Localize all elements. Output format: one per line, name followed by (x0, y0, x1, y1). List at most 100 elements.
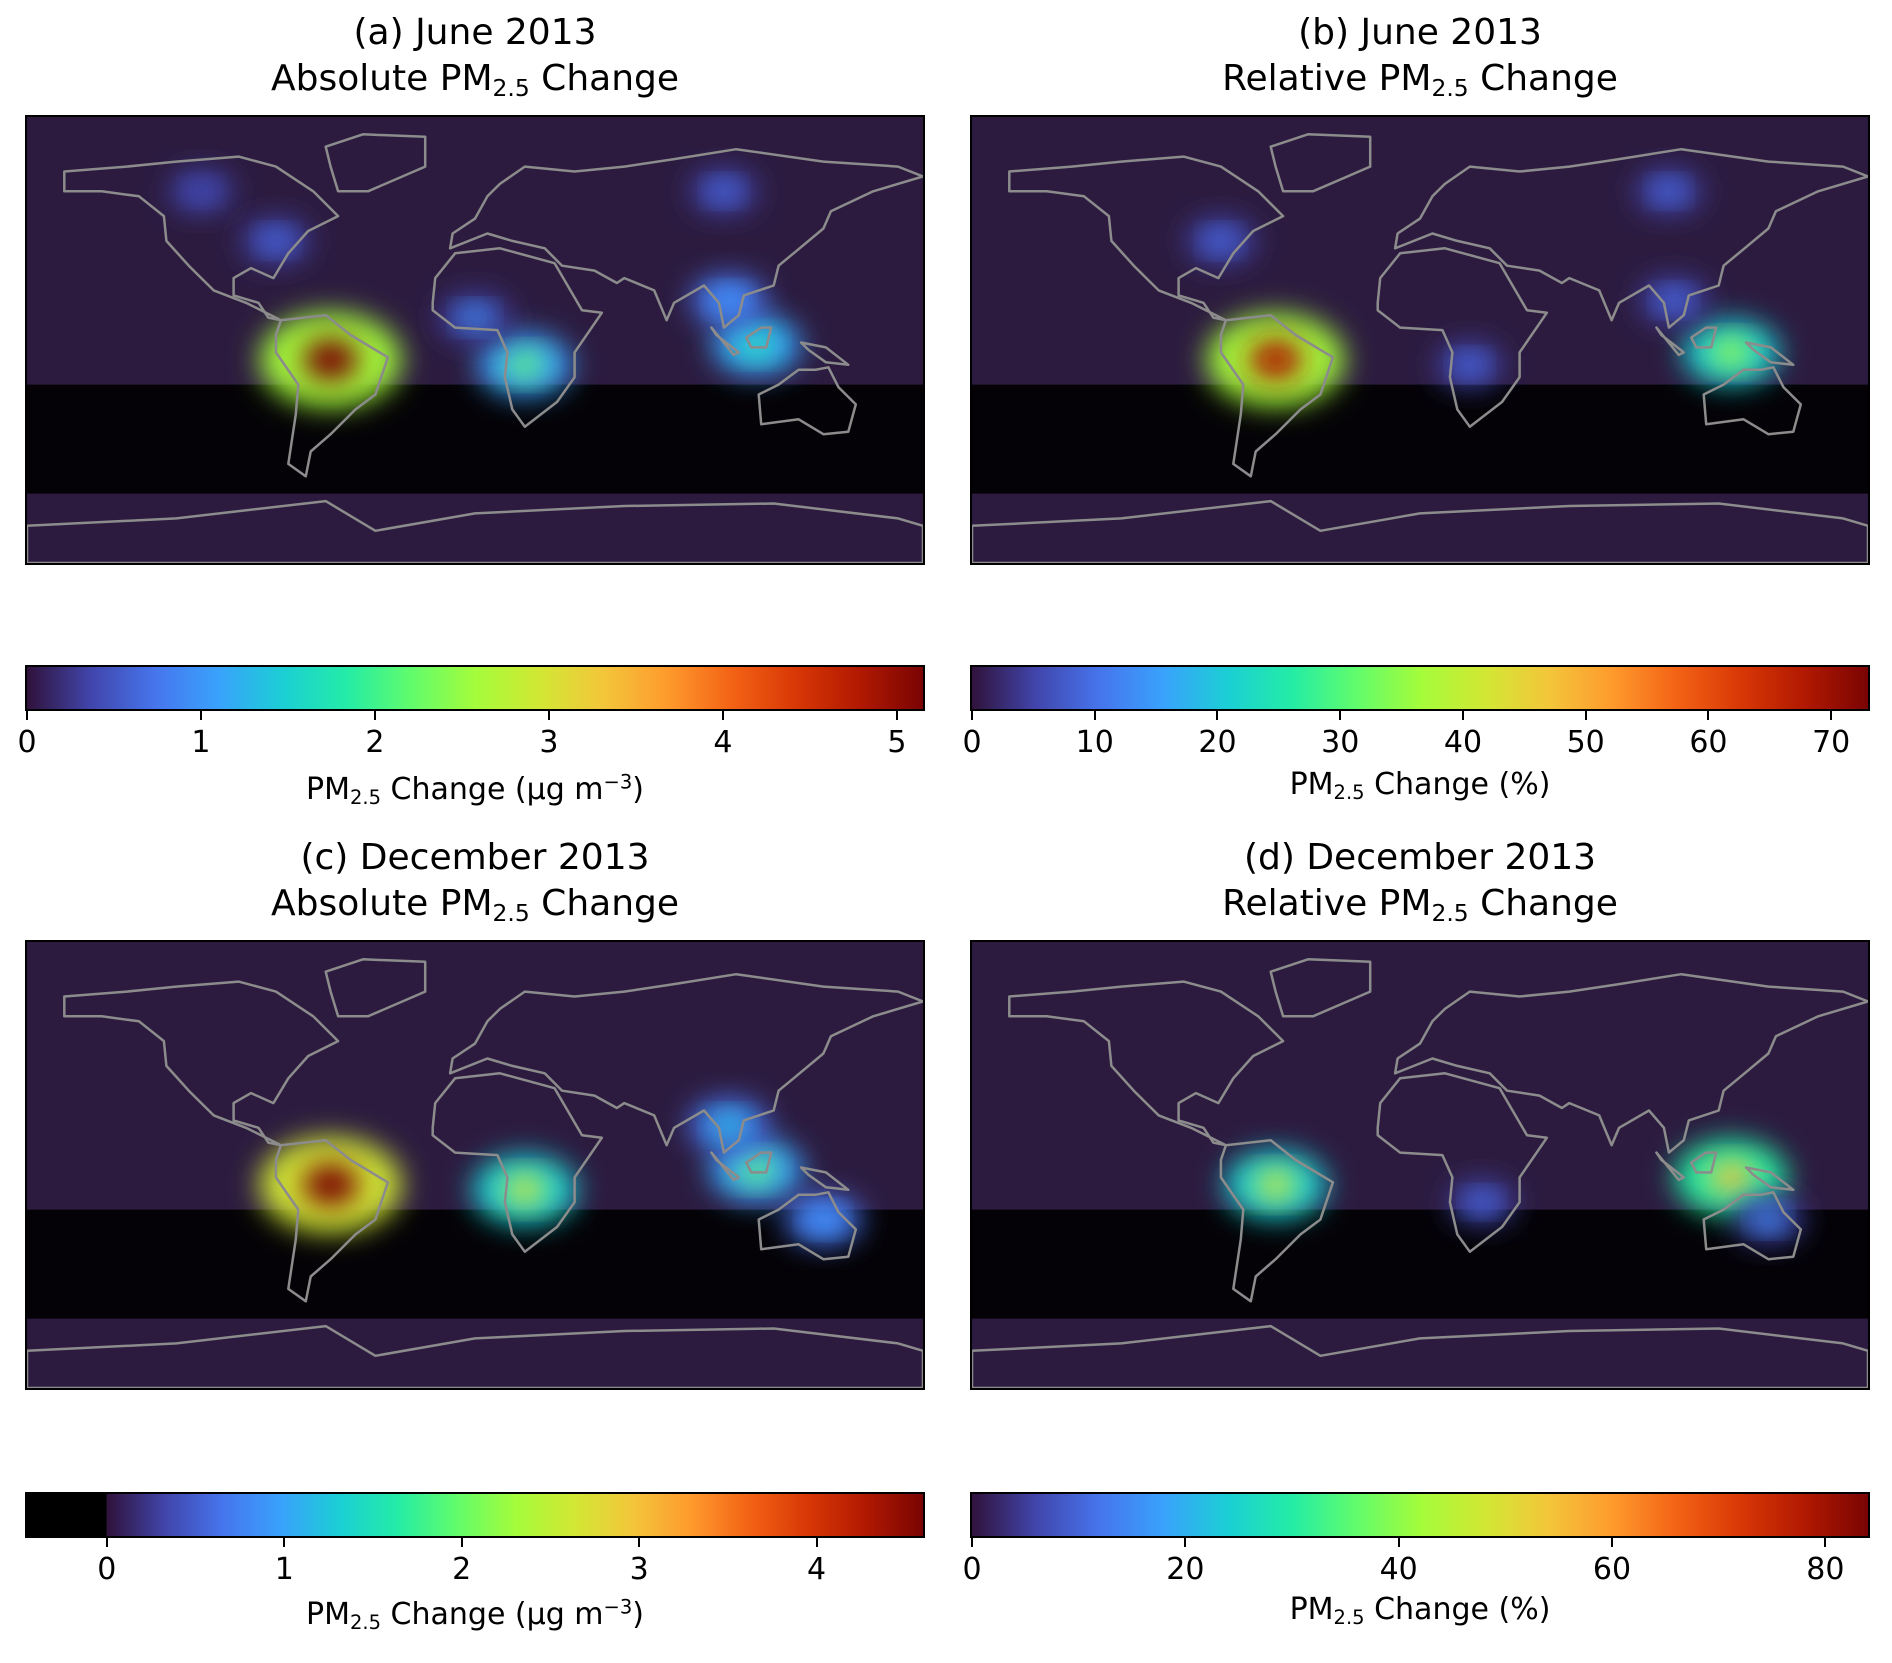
title-line2: Relative PM2.5 Change (970, 881, 1870, 927)
colorbar-tick (1824, 1538, 1827, 1547)
colorbar-tick (460, 1538, 463, 1547)
coastline-eurasia (1393, 147, 1868, 329)
cbar-label-superscript: −3 (603, 1595, 633, 1619)
cbar-label-units: Change (%) (1364, 767, 1551, 802)
coastline-sumatra (1655, 1151, 1686, 1182)
title-text-end: Change (1468, 883, 1618, 924)
colorbar-tick-label: 0 (97, 1552, 117, 1587)
hotspot-core (262, 230, 290, 252)
colorbar-ticks: 0 10 20 30 40 50 60 70 (962, 711, 1870, 760)
coastline-africa (431, 247, 604, 428)
title-text: Relative PM (1222, 883, 1432, 924)
colorbar-tick-label: 40 (1379, 1552, 1418, 1587)
title-subscript: 2.5 (1431, 73, 1469, 102)
colorbar-tick-label: 0 (962, 725, 982, 760)
coastline-africa (431, 1072, 604, 1253)
coastline-sumatra (1655, 326, 1686, 357)
coastline-north-america (63, 980, 340, 1147)
panel-title: (a) June 2013 Absolute PM2.5 Change (25, 10, 925, 102)
coastline-new-guinea (1744, 1166, 1795, 1192)
hotspot-core (713, 289, 744, 312)
colorbar (25, 1492, 925, 1538)
coastline-antarctica (972, 1324, 1868, 1388)
cbar-label-units: Change (μg m (381, 1597, 604, 1632)
colorbar-tick (1397, 1538, 1400, 1547)
title-text-end: Change (529, 58, 680, 99)
coastline-south-america (274, 1138, 390, 1303)
coastline-north-america (1008, 155, 1285, 322)
title-line1: (c) December 2013 (300, 837, 650, 878)
coastline-australia (757, 366, 858, 436)
coastline-antarctica (27, 499, 923, 563)
title-line2: Absolute PM2.5 Change (25, 56, 925, 102)
hotspot-core (808, 1208, 839, 1231)
cbar-label-close: ) (632, 772, 644, 807)
colorbar-label: PM2.5 Change (%) (970, 1590, 1870, 1630)
coastline-sumatra (710, 1151, 741, 1182)
coastline-borneo (745, 1151, 773, 1174)
hotspot-core (1456, 354, 1484, 375)
low-value-region (27, 1209, 923, 1319)
coastline-new-guinea (799, 1166, 850, 1192)
colorbar-tick (547, 711, 550, 720)
map-svg (27, 958, 923, 1388)
coastline-antarctica (972, 499, 1868, 563)
coastline-australia (1702, 1191, 1803, 1261)
title-text: Absolute PM (270, 883, 493, 924)
coastline-borneo (1690, 326, 1718, 349)
colorbar-tick-label: 60 (1592, 1552, 1632, 1587)
colorbar-tick-label: 5 (887, 725, 907, 760)
hotspot-core (302, 338, 359, 382)
cbar-label-text: PM (306, 1597, 350, 1632)
title-line1: (d) December 2013 (1243, 837, 1597, 878)
coastline-south-america (1219, 1138, 1335, 1303)
cbar-label-text: PM (306, 772, 350, 807)
coastline-australia (757, 1191, 858, 1261)
colorbar-tick-label: 70 (1812, 725, 1851, 760)
heatmap-map (970, 115, 1870, 565)
coastline-africa (1376, 1072, 1549, 1253)
colorbar-tick-label: 20 (1166, 1552, 1205, 1587)
colorbar-tick (1461, 711, 1464, 720)
colorbar-tick (721, 711, 724, 720)
low-value-region (27, 384, 923, 494)
colorbar-tick (1707, 711, 1710, 720)
colorbar-tick (199, 711, 202, 720)
coastline-south-america (1219, 313, 1335, 478)
colorbar-tick-label: 40 (1443, 725, 1483, 760)
panel-c: (c) December 2013 Absolute PM2.5 Change … (25, 835, 925, 1635)
hotspot-core (1207, 230, 1235, 252)
cbar-label-subscript: 2.5 (1333, 1605, 1365, 1629)
hotspot-core (1660, 290, 1688, 311)
colorbar-tick (373, 711, 376, 720)
heatmap-map (970, 940, 1870, 1390)
colorbar-tick-label: 60 (1689, 725, 1728, 760)
colorbar-tick (26, 711, 28, 720)
hotspot-core (460, 306, 490, 329)
hotspot-core (710, 181, 738, 202)
cbar-label-close: ) (632, 1597, 644, 1632)
map-svg (27, 133, 923, 563)
panel-title: (d) December 2013 Relative PM2.5 Change (970, 835, 1870, 927)
colorbar-tick-label: 0 (17, 725, 37, 760)
coastline-eurasia (1393, 972, 1868, 1154)
colorbar-tick-label: 2 (365, 725, 385, 760)
colorbar-tick-label: 2 (452, 1552, 472, 1587)
colorbar-ticks: 0 1 2 3 4 5 (17, 711, 925, 760)
hotspot-core (505, 350, 544, 379)
colorbar-tick (105, 1538, 108, 1547)
colorbar-tick-label: 4 (713, 725, 733, 760)
coastline-borneo (745, 326, 773, 349)
colorbar-tick (971, 711, 973, 720)
map-svg (972, 133, 1868, 563)
coastline-north-america (63, 155, 340, 322)
cbar-label-text: PM (1289, 767, 1334, 802)
coastline-sumatra (710, 326, 741, 357)
colorbar-tick (815, 1538, 818, 1547)
title-text-end: Change (1468, 58, 1618, 99)
title-subscript: 2.5 (492, 898, 530, 927)
colorbar-tick-label: 30 (1321, 725, 1360, 760)
coastline-eurasia (448, 972, 923, 1154)
coastline-greenland (324, 958, 427, 1018)
colorbar-tick (638, 1538, 641, 1547)
